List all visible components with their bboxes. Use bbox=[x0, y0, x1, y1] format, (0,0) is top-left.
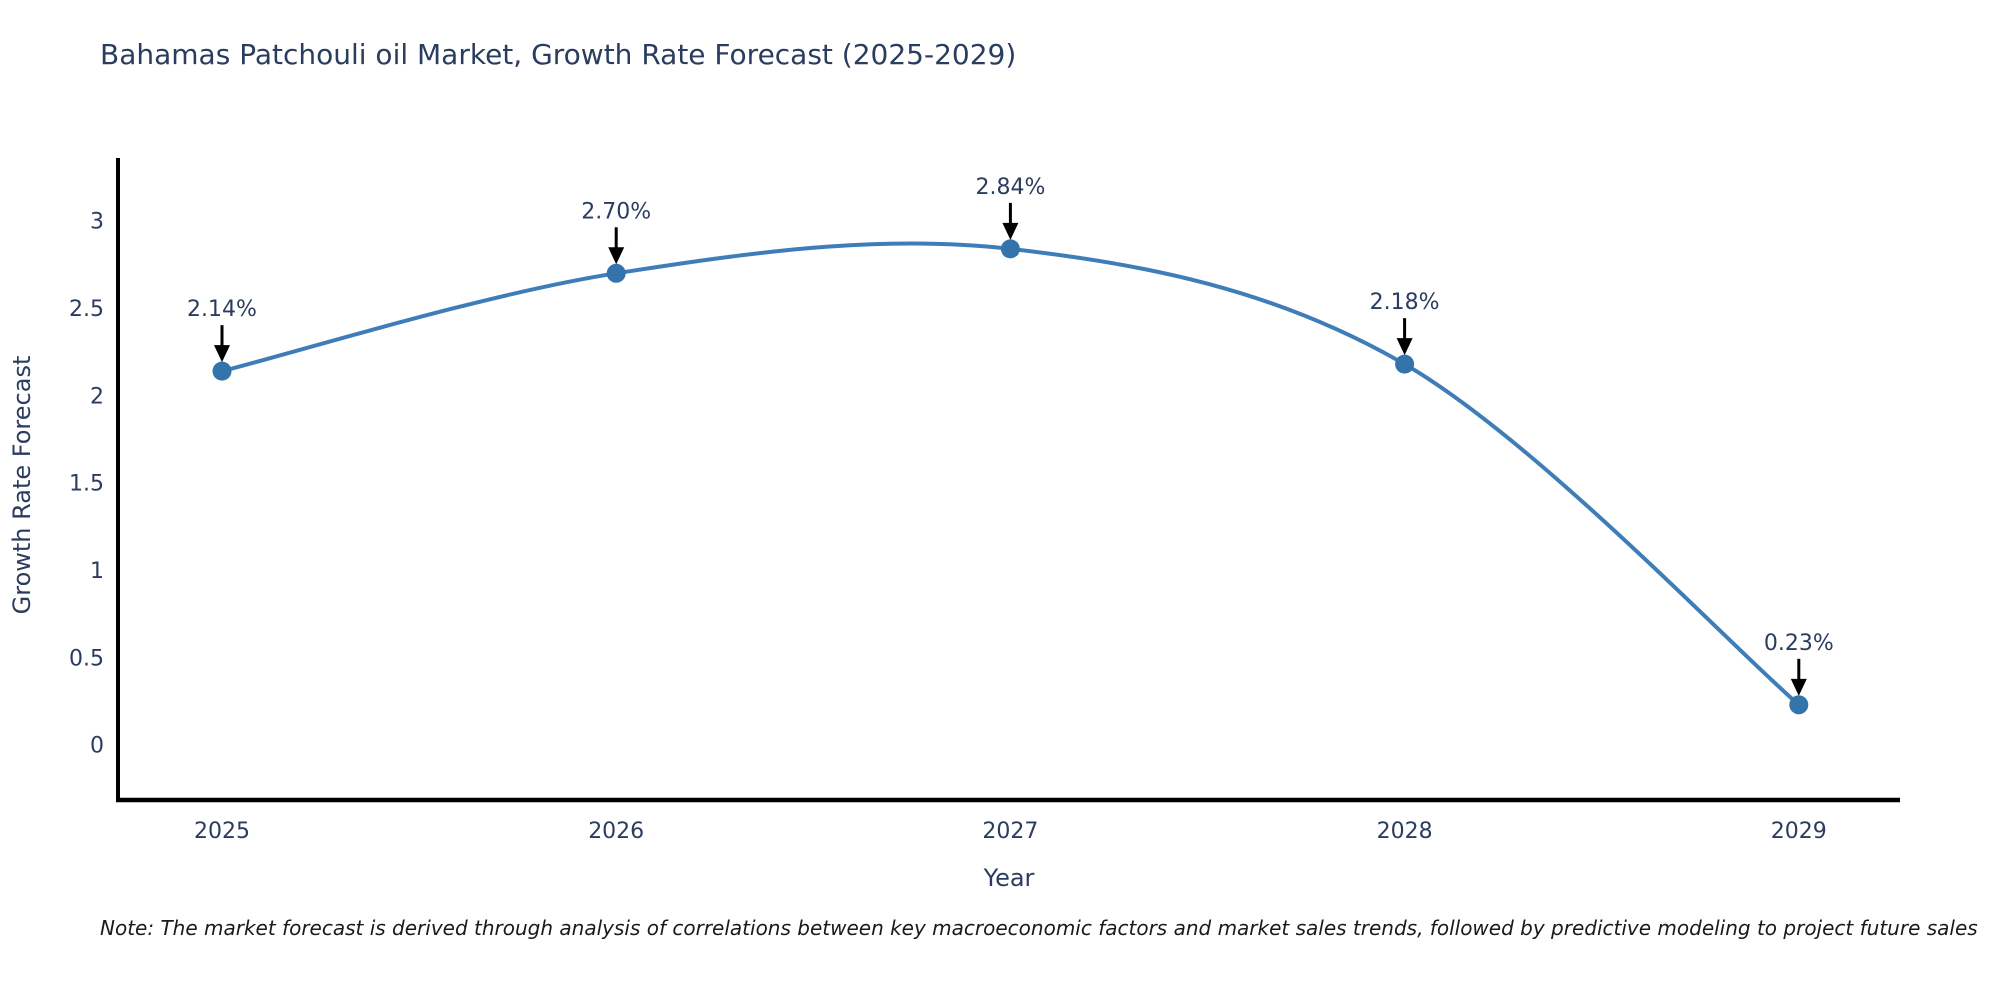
data-point-marker bbox=[1395, 354, 1415, 374]
y-tick-label: 0.5 bbox=[69, 646, 104, 671]
annotation-arrow-head bbox=[1002, 222, 1019, 240]
data-point-marker bbox=[606, 263, 626, 283]
y-tick-label: 1.5 bbox=[69, 472, 104, 497]
forecast-line bbox=[220, 241, 1801, 707]
y-tick-label: 2 bbox=[90, 384, 104, 409]
x-axis-title: Year bbox=[983, 864, 1035, 892]
annotation-arrow-head bbox=[1790, 678, 1807, 696]
data-point-label: 0.23% bbox=[1764, 631, 1834, 656]
y-tick-label: 1 bbox=[90, 559, 104, 584]
data-point-label: 2.18% bbox=[1370, 290, 1440, 315]
chart-footnote: Note: The market forecast is derived thr… bbox=[100, 916, 1978, 940]
y-axis-title: Growth Rate Forecast bbox=[8, 356, 36, 615]
y-tick-label: 0 bbox=[90, 734, 104, 759]
x-tick-label: 2025 bbox=[194, 819, 250, 844]
data-point-marker bbox=[212, 361, 232, 381]
x-tick-label: 2029 bbox=[1771, 819, 1827, 844]
annotation-arrow-head bbox=[1396, 338, 1413, 356]
data-point-marker bbox=[1789, 695, 1809, 715]
data-point-marker bbox=[1000, 239, 1020, 259]
annotation-arrow-head bbox=[608, 247, 625, 265]
annotation-arrow-head bbox=[214, 345, 230, 363]
x-tick-label: 2028 bbox=[1377, 819, 1433, 844]
chart-title: Bahamas Patchouli oil Market, Growth Rat… bbox=[100, 38, 1017, 71]
data-point-label: 2.70% bbox=[581, 199, 651, 224]
y-tick-label: 3 bbox=[90, 210, 104, 235]
data-point-label: 2.84% bbox=[975, 175, 1045, 200]
y-tick-label: 2.5 bbox=[69, 297, 104, 322]
data-point-label: 2.14% bbox=[187, 297, 257, 322]
x-tick-label: 2026 bbox=[588, 819, 644, 844]
x-tick-label: 2027 bbox=[982, 819, 1038, 844]
